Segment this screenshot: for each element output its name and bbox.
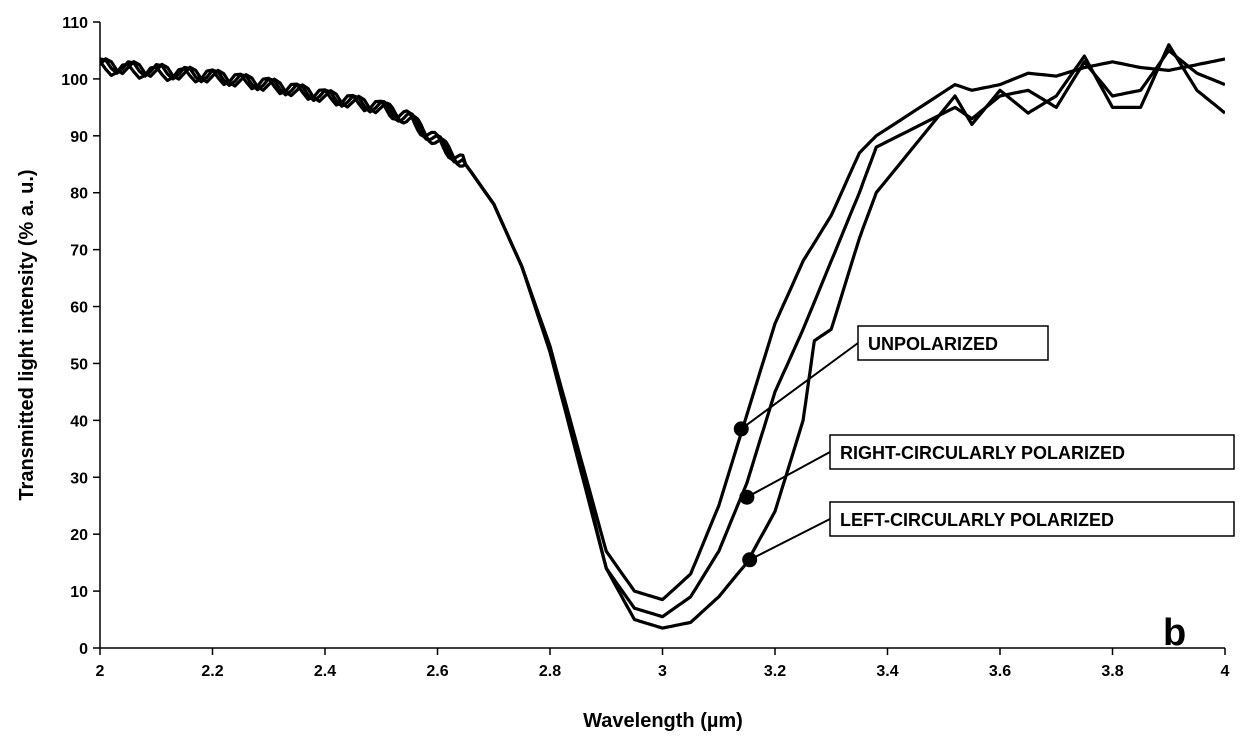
y-tick-label: 20 xyxy=(70,527,88,544)
callout-leader xyxy=(749,518,831,561)
callout-leader xyxy=(740,342,859,430)
y-tick-label: 10 xyxy=(70,584,88,601)
y-tick-label: 30 xyxy=(70,470,88,487)
x-axis: 2 2.2 2.4 2.6 2.8 3 3.2 3.4 3.6 3.8 4 xyxy=(96,648,1230,680)
series-marker xyxy=(742,552,758,568)
panel-label: b xyxy=(1163,612,1186,654)
x-tick-label: 3.4 xyxy=(876,663,898,680)
y-tick-label: 110 xyxy=(62,15,88,32)
y-tick-label: 50 xyxy=(70,356,88,373)
x-tick-label: 3.8 xyxy=(1101,663,1123,680)
series-layer xyxy=(100,43,1225,630)
series-line-3 xyxy=(100,43,1225,630)
y-axis: 0 10 20 30 40 50 60 70 80 90 100 110 xyxy=(61,15,100,658)
x-tick-label: 2.8 xyxy=(539,663,561,680)
series-marker xyxy=(739,489,755,505)
plot-frame xyxy=(99,22,1225,649)
x-tick-label: 2 xyxy=(96,663,105,680)
series-line-2 xyxy=(100,48,1225,619)
series-marker xyxy=(733,421,749,437)
y-tick-label: 40 xyxy=(70,413,88,430)
x-axis-title: Wavelength (µm) xyxy=(583,710,743,732)
callout-box xyxy=(829,434,1235,470)
legend-callouts: UNPOLARIZED RIGHT-CIRCULARLY POLARIZED LEF… xyxy=(733,325,1235,568)
x-tick-label: 3.2 xyxy=(764,663,786,680)
y-tick-label: 100 xyxy=(61,72,88,89)
x-tick-label: 2.6 xyxy=(426,663,448,680)
legend-label: RIGHT-CIRCULARLY POLARIZED xyxy=(840,443,1125,463)
legend-label: UNPOLARIZED xyxy=(868,334,998,354)
y-tick-label: 80 xyxy=(70,186,88,203)
y-tick-label: 90 xyxy=(70,129,88,146)
callout-box xyxy=(829,501,1235,537)
x-tick-label: 2.4 xyxy=(314,663,336,680)
legend-label: LEFT-CIRCULARLY POLARIZED xyxy=(840,510,1114,530)
callout-box xyxy=(857,325,1049,361)
y-tick-label: 0 xyxy=(79,641,88,658)
x-tick-label: 3 xyxy=(658,663,667,680)
callout-leader xyxy=(746,451,831,499)
y-tick-label: 60 xyxy=(70,300,88,317)
y-axis-title: Transmitted light intensity (% a. u.) xyxy=(16,169,38,500)
x-tick-label: 4 xyxy=(1221,663,1230,680)
x-tick-label: 2.2 xyxy=(201,663,223,680)
x-tick-label: 3.6 xyxy=(989,663,1011,680)
y-tick-label: 70 xyxy=(70,243,88,260)
